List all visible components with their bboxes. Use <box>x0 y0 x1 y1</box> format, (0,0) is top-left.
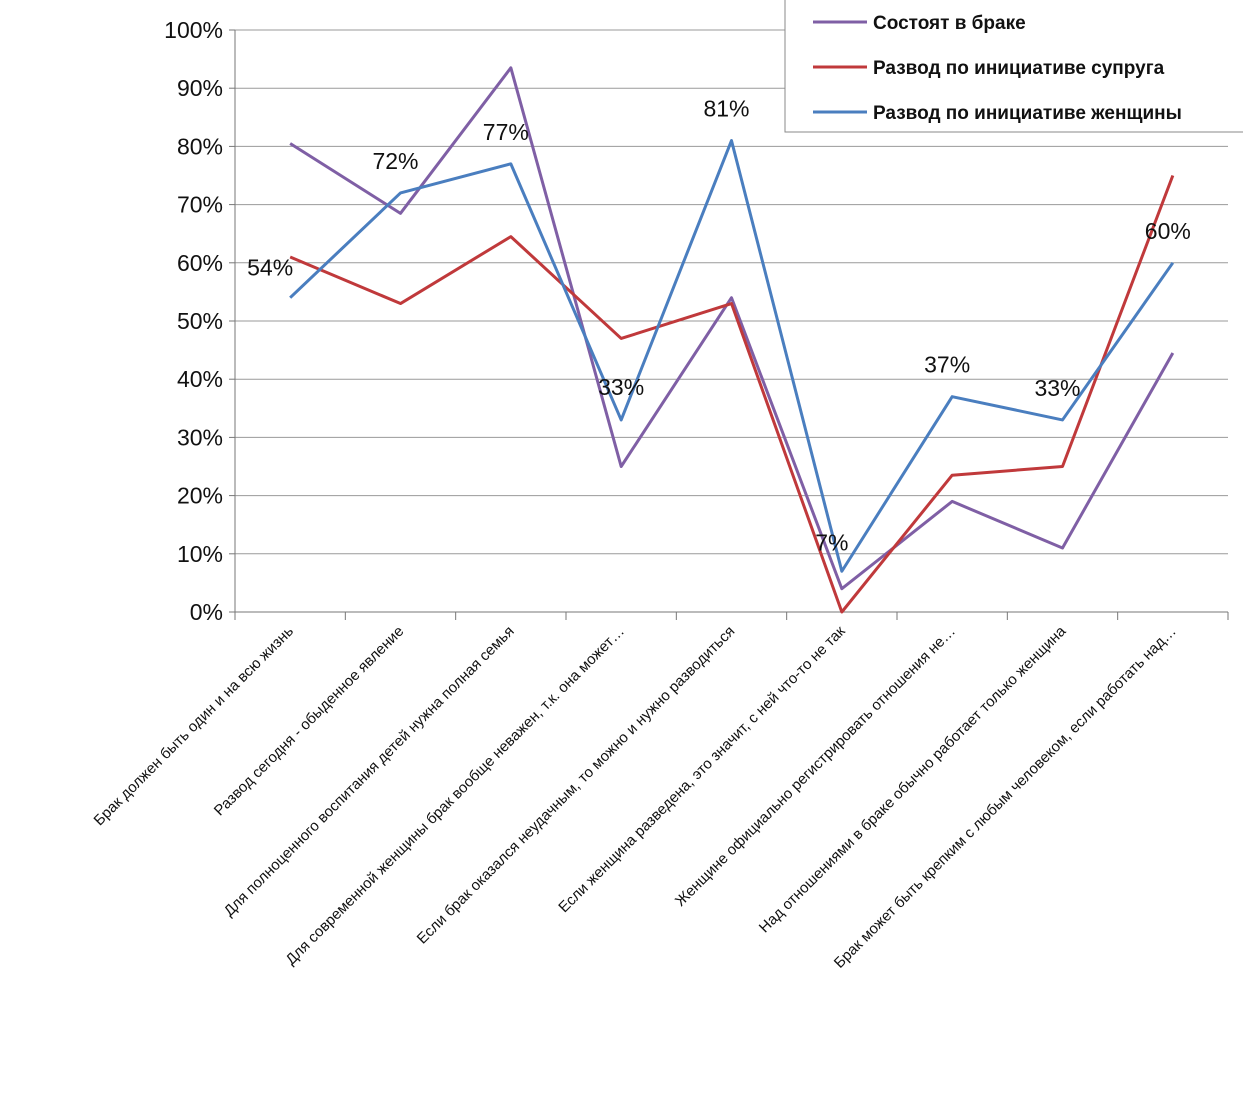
y-tick-label: 40% <box>177 366 223 392</box>
data-label: 81% <box>703 96 749 122</box>
y-tick-label: 100% <box>164 17 223 43</box>
data-label: 77% <box>483 119 529 145</box>
legend-label-2: Развод по инициативе супруга <box>873 58 1165 79</box>
data-label: 72% <box>372 148 418 174</box>
y-tick-label: 60% <box>177 250 223 276</box>
y-tick-label: 10% <box>177 541 223 567</box>
y-axis: 0% 10% 20% 30% 40% 50% 60% 70% 80% 90% 100% <box>164 17 236 625</box>
data-label: 37% <box>924 352 970 378</box>
data-label: 60% <box>1145 218 1191 244</box>
series-line-1 <box>289 66 1175 591</box>
data-label: 7% <box>815 529 848 555</box>
series-lines <box>289 66 1175 614</box>
y-tick-label: 20% <box>177 483 223 509</box>
data-label: 33% <box>1034 375 1080 401</box>
data-label: 54% <box>247 255 293 281</box>
data-label: 33% <box>598 374 644 400</box>
legend: Состоят в браке Развод по инициативе супр… <box>784 0 1243 133</box>
y-tick-label: 90% <box>177 75 223 101</box>
y-tick-label: 30% <box>177 424 223 450</box>
legend-label-3: Развод по инициативе женщины <box>873 103 1182 124</box>
legend-label-1: Состоят в браке <box>873 13 1026 34</box>
y-tick-label: 50% <box>177 308 223 334</box>
series-line-2 <box>289 174 1175 614</box>
y-tick-label: 70% <box>177 192 223 218</box>
data-labels: 54% 72% 77% 33% 81% 7% 37% 33% 60% <box>247 96 1191 556</box>
y-tick-label: 80% <box>177 133 223 159</box>
y-tick-label: 0% <box>190 599 223 625</box>
series-line-3 <box>289 139 1175 573</box>
